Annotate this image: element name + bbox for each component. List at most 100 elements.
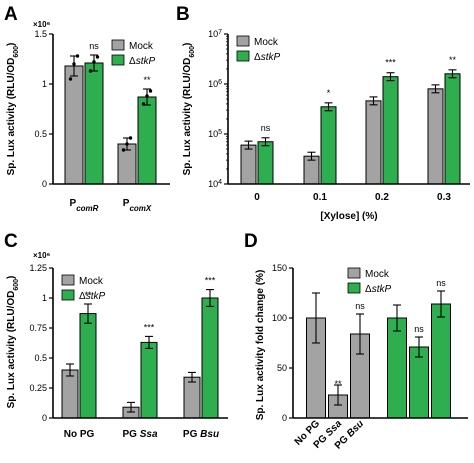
panel-c-xcat: No PG (64, 429, 95, 440)
panel-b-ytick-label: 106 (208, 79, 222, 90)
panel-c-ylabel-sub: 600 (13, 279, 20, 291)
panel-a-point (95, 55, 100, 59)
panel-c-ytick-label: 1 (42, 293, 47, 303)
panel-b-ylabel-main: Sp. Lux activity (RLU/OD (182, 58, 193, 176)
panel-d-significance: ns (436, 278, 446, 288)
panel-c-bar (79, 313, 97, 419)
panel-a-xcat: PcomX (123, 198, 152, 213)
panel-d-legend-stkp-delta: Δ (365, 284, 372, 295)
panel-c-xcat-main: PG (183, 429, 200, 440)
panel-b-ytick-exp: 6 (218, 79, 222, 86)
panel-b-bar (365, 100, 382, 185)
panel-a-significance: ns (89, 41, 99, 51)
panel-c-xcat: PG Bsu (183, 429, 219, 440)
panel-b-ytick-base: 10 (208, 29, 218, 39)
panel-a-legend-stkp-delta: Δ (129, 56, 136, 67)
panel-c-ytick-label: 0.5 (34, 353, 47, 363)
panel-c-significance: ** (84, 290, 92, 300)
panel-b-ylabel-sub: 600 (189, 46, 196, 58)
panel-c-multiplier: ×10⁶ (33, 251, 51, 260)
panel-b-xcat: 0 (254, 192, 260, 203)
panel-a-legend-mock-label: Mock (129, 41, 154, 52)
panel-d-significance: ns (414, 324, 424, 334)
panel-b-ylabel: Sp. Lux activity (RLU/OD600) (182, 43, 196, 176)
panel-b-legend-stkp-delta: Δ (254, 52, 261, 63)
panel-b-ytick-exp: 4 (218, 179, 222, 186)
panel-b-legend-mock-swatch (236, 35, 250, 47)
panel-b-significance: ** (449, 55, 457, 65)
panel-c-ytick-label: 0.25 (29, 383, 47, 393)
panel-a-legend-stkp-label: ΔstkP (129, 56, 155, 67)
panel-b-xlabel: [Xylose] (%) (320, 211, 377, 222)
panel-c-xcat-italic: Bsu (200, 429, 219, 440)
panel-b-ytick-exp: 7 (218, 29, 222, 36)
panel-a-multiplier: ×10⁶ (33, 20, 51, 29)
panel-c-significance: *** (205, 276, 216, 286)
panel-b-significance: * (327, 88, 331, 98)
panel-b-legend-stkp-italic: stkP (261, 52, 281, 63)
panel-d-legend-mock-swatch (347, 267, 361, 279)
panel-d-legend-mock-label: Mock (365, 269, 390, 280)
panel-b-significance: *** (385, 58, 396, 68)
panel-b-legend-mock-label: Mock (254, 37, 279, 48)
panel-c-ytick-label: 0 (42, 413, 47, 423)
panel-b-xcat: 0.2 (375, 192, 389, 203)
panel-a-label: A (4, 4, 18, 25)
panel-d-label: D (244, 231, 258, 252)
panel-c-xcat-main: No PG (64, 429, 95, 440)
panel-b-xcat: 0.1 (313, 192, 327, 203)
panel-c-ylabel: Sp. Lux activity (RLU/OD600) (6, 276, 20, 409)
panel-a-xcat-sub: comR (76, 204, 98, 213)
panel-c-bar (201, 297, 219, 419)
panel-b-legend-stkp-label: ΔstkP (254, 52, 280, 63)
panel-a-point (75, 54, 80, 58)
panel-b-bar (320, 106, 337, 185)
panel-b-significance: ns (261, 123, 271, 133)
panel-a-point (145, 94, 149, 98)
panel-b-bar (444, 73, 461, 185)
panel-c-ytick-label: 0.75 (29, 323, 47, 333)
panel-d-bar (409, 346, 429, 419)
panel-c-ylabel-main: Sp. Lux activity (RLU/OD (6, 291, 17, 409)
panel-b-ytick-label: 107 (208, 29, 222, 40)
panel-a-xcat-sub: comX (129, 204, 151, 213)
panel-b-ytick-base: 10 (208, 79, 218, 89)
panel-a-point (68, 77, 73, 81)
panel-d-bar (387, 317, 407, 419)
panel-d-ytick-label: 150 (272, 263, 287, 273)
panel-c-label: C (4, 231, 18, 252)
panel-a-xcat-main: P (70, 198, 77, 209)
panel-c-legend-stkp-swatch (61, 289, 75, 301)
panel-c-ytick-label: 1.25 (29, 263, 47, 273)
panel-d-ylabel: Sp. Lux activity fold change (%) (255, 270, 266, 421)
panel-a-significance: ** (143, 75, 151, 85)
panel-b-bar (240, 144, 257, 185)
panel-c-xcat-italic: Ssa (140, 429, 158, 440)
panel-a-point (148, 89, 153, 93)
panel-a-xcat: PcomR (70, 198, 99, 213)
panel-a-point (92, 60, 96, 64)
panel-a-point (125, 142, 129, 146)
panel-c-legend-stkp-delta: Δ (79, 291, 86, 302)
panel-b-xcat: 0.3 (437, 192, 451, 203)
panel-c-bar (140, 341, 158, 419)
panel-c-legend-mock-label: Mock (79, 276, 104, 287)
panel-a-point (141, 102, 146, 106)
panel-b-bar (427, 88, 444, 185)
panel-b-ytick-base: 10 (208, 179, 218, 189)
panel-a-bar (137, 96, 157, 185)
panel-b-bar (257, 141, 274, 185)
panel-b-bar (382, 76, 399, 185)
panel-c-xcat: PG Ssa (122, 429, 157, 440)
panel-a-ytick-label: 0.5 (34, 129, 47, 139)
panel-a-ylabel-main: Sp. Lux activity (RLU/OD (6, 58, 17, 176)
panel-a-xcat-main: P (123, 198, 130, 209)
panel-c-legend-stkp-label: ΔstkP (79, 291, 105, 302)
panel-b-ytick-base: 10 (208, 129, 218, 139)
panel-b-label: B (176, 4, 190, 25)
panel-c-legend-stkp-italic: stkP (86, 291, 106, 302)
panel-a-point (121, 148, 126, 152)
panel-d-ytick-label: 100 (272, 313, 287, 323)
panel-b-legend-stkp-swatch (236, 50, 250, 62)
panel-a-ylabel-sub: 600 (13, 46, 20, 58)
